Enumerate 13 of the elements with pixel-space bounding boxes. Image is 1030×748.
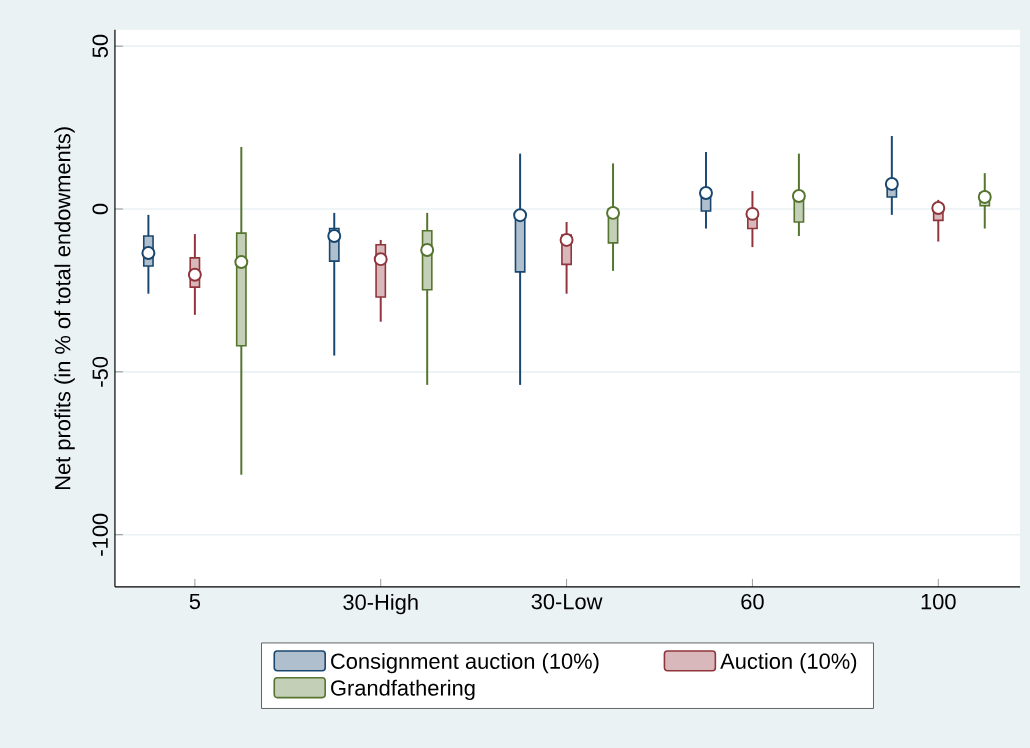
x-tick-label: 30-Low	[531, 593, 603, 610]
x-tick-label: 100	[921, 593, 956, 610]
legend-label: Consignment auction (10%)	[331, 652, 599, 674]
legend-label: Auction (10%)	[720, 652, 857, 674]
y-tick-label: 50	[92, 34, 108, 58]
legend-label: Grandfathering	[331, 679, 475, 701]
x-tick-label: 5	[189, 593, 201, 610]
y-axis-title: Net profits (in % of total endowments)	[54, 127, 75, 489]
x-tick-label: 30-High	[343, 593, 418, 615]
y-tick-label: 0	[92, 203, 108, 215]
y-tick-label: -50	[92, 356, 108, 387]
x-tick-label: 60	[741, 593, 764, 610]
y-tick-label: -100	[92, 513, 108, 556]
